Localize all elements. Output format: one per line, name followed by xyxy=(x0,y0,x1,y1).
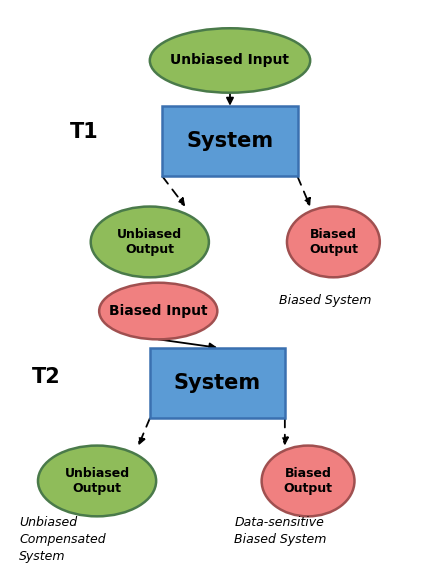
Text: Unbiased
Output: Unbiased Output xyxy=(117,228,182,256)
Text: System: System xyxy=(174,373,261,393)
Ellipse shape xyxy=(262,446,354,516)
Text: Biased Input: Biased Input xyxy=(109,304,208,318)
Text: Unbiased
Compensated
System: Unbiased Compensated System xyxy=(19,516,106,563)
Text: Biased
Output: Biased Output xyxy=(284,467,333,495)
Ellipse shape xyxy=(91,207,209,277)
Text: Unbiased
Output: Unbiased Output xyxy=(65,467,130,495)
Ellipse shape xyxy=(38,446,156,516)
Ellipse shape xyxy=(150,28,310,93)
Ellipse shape xyxy=(287,207,380,277)
Text: T2: T2 xyxy=(32,367,60,387)
Text: Biased
Output: Biased Output xyxy=(309,228,358,256)
Text: Unbiased Input: Unbiased Input xyxy=(170,54,289,67)
FancyBboxPatch shape xyxy=(150,348,285,418)
Ellipse shape xyxy=(99,283,217,339)
Text: Data-sensitive
Biased System: Data-sensitive Biased System xyxy=(234,516,327,545)
FancyBboxPatch shape xyxy=(162,106,298,176)
Text: T1: T1 xyxy=(70,123,98,142)
Text: Biased System: Biased System xyxy=(279,294,371,307)
Text: System: System xyxy=(187,131,273,151)
